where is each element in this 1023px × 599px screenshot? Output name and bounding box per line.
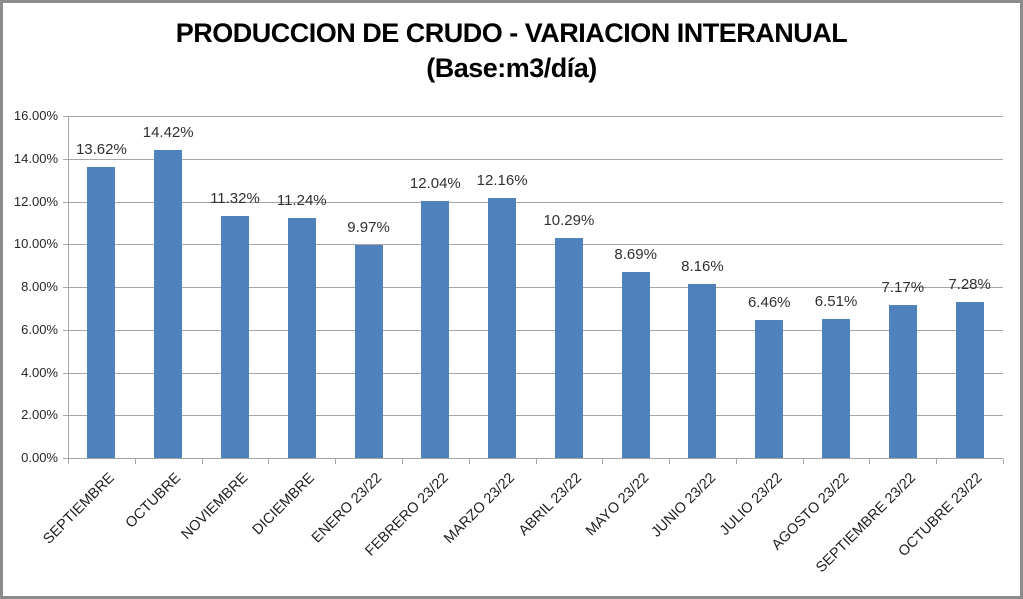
gridline bbox=[68, 372, 1003, 374]
x-category-label: DICIEMBRE bbox=[249, 470, 319, 539]
x-axis-tick bbox=[1003, 459, 1004, 464]
bar bbox=[488, 198, 517, 458]
bar-value-label: 12.04% bbox=[409, 174, 461, 192]
y-tick-label: 4.00% bbox=[21, 364, 58, 380]
bar-value-label: 8.16% bbox=[681, 257, 724, 275]
bar-value-label: 10.29% bbox=[543, 212, 595, 230]
bar-value-label: 9.97% bbox=[347, 218, 390, 236]
x-axis-tick bbox=[335, 459, 337, 464]
y-axis bbox=[68, 116, 69, 458]
x-axis-tick bbox=[669, 459, 671, 464]
x-axis-tick bbox=[68, 459, 69, 464]
bar-value-label: 13.62% bbox=[75, 140, 127, 158]
x-axis-tick bbox=[401, 459, 403, 464]
x-axis-tick bbox=[468, 459, 470, 464]
x-category-label: OCTUBRE bbox=[123, 470, 185, 532]
y-axis-tick bbox=[63, 329, 68, 331]
x-category-label: MAYO 23/22 bbox=[582, 470, 653, 540]
gridline bbox=[68, 201, 1003, 203]
bar bbox=[220, 216, 249, 458]
bar-value-label: 6.51% bbox=[814, 292, 858, 310]
bar bbox=[621, 272, 650, 458]
bar-value-label: 8.69% bbox=[614, 246, 657, 264]
bar bbox=[87, 166, 116, 458]
y-tick-label: 8.00% bbox=[21, 279, 58, 294]
y-axis-tick bbox=[63, 415, 68, 417]
x-category-label: ABRIL 23/22 bbox=[516, 470, 586, 540]
y-axis-tick bbox=[63, 458, 68, 459]
y-axis-tick bbox=[63, 158, 68, 160]
x-axis-tick bbox=[535, 459, 537, 464]
bar bbox=[755, 319, 784, 458]
bar-value-label: 6.46% bbox=[747, 293, 791, 311]
bar bbox=[154, 149, 183, 458]
y-tick-label: 0.00% bbox=[21, 450, 58, 465]
y-tick-label: 10.00% bbox=[13, 236, 58, 252]
x-category-label: MARZO 23/22 bbox=[441, 470, 519, 547]
x-category-label: JUNIO 23/22 bbox=[648, 470, 719, 541]
y-tick-label: 12.00% bbox=[13, 193, 58, 209]
bar-value-label: 14.42% bbox=[142, 123, 194, 141]
y-axis-tick bbox=[63, 287, 68, 288]
y-tick-label: 14.00% bbox=[13, 150, 58, 166]
chart-title: PRODUCCION DE CRUDO - VARIACION INTERANU… bbox=[0, 16, 1023, 86]
bar bbox=[955, 302, 984, 458]
gridline bbox=[68, 158, 1003, 160]
x-axis-tick bbox=[602, 459, 604, 464]
bar bbox=[287, 217, 316, 458]
bar bbox=[421, 200, 450, 458]
chart-title-line1: PRODUCCION DE CRUDO - VARIACION INTERANU… bbox=[175, 18, 848, 48]
x-axis-tick bbox=[735, 459, 737, 464]
gridline bbox=[68, 415, 1003, 417]
bar bbox=[354, 244, 383, 458]
y-axis-tick bbox=[63, 116, 68, 117]
bar-value-label: 7.17% bbox=[881, 278, 925, 296]
y-tick-label: 6.00% bbox=[21, 321, 58, 337]
y-tick-label: 2.00% bbox=[21, 407, 58, 423]
bar-value-label: 11.32% bbox=[210, 190, 260, 208]
bar bbox=[688, 283, 717, 458]
x-axis bbox=[68, 458, 1003, 459]
bar-value-label: 11.24% bbox=[276, 191, 327, 209]
bar bbox=[822, 318, 851, 458]
chart-title-line2: (Base:m3/día) bbox=[426, 53, 597, 83]
gridline bbox=[68, 287, 1003, 288]
y-tick-label: 16.00% bbox=[13, 108, 58, 123]
x-category-label: NOVIEMBRE bbox=[178, 470, 252, 543]
y-axis-tick bbox=[63, 372, 68, 374]
bar bbox=[554, 238, 583, 458]
y-axis-tick bbox=[63, 244, 68, 246]
x-category-label: SEPTIEMBRE bbox=[40, 470, 118, 548]
bar bbox=[888, 304, 917, 458]
x-axis-tick bbox=[802, 459, 804, 464]
gridline bbox=[68, 244, 1003, 246]
bar-value-label: 12.16% bbox=[476, 172, 528, 190]
x-category-label: JULIO 23/22 bbox=[716, 470, 786, 539]
x-axis-tick bbox=[268, 459, 270, 464]
x-axis-tick bbox=[936, 459, 938, 464]
y-axis-tick bbox=[63, 201, 68, 203]
x-axis-tick bbox=[869, 459, 871, 464]
x-axis-tick bbox=[201, 459, 203, 464]
x-axis-tick bbox=[134, 459, 136, 464]
gridline bbox=[68, 329, 1003, 331]
bar-value-label: 7.28% bbox=[948, 276, 991, 294]
x-category-label: ENERO 23/22 bbox=[308, 470, 385, 547]
gridline bbox=[68, 116, 1003, 117]
